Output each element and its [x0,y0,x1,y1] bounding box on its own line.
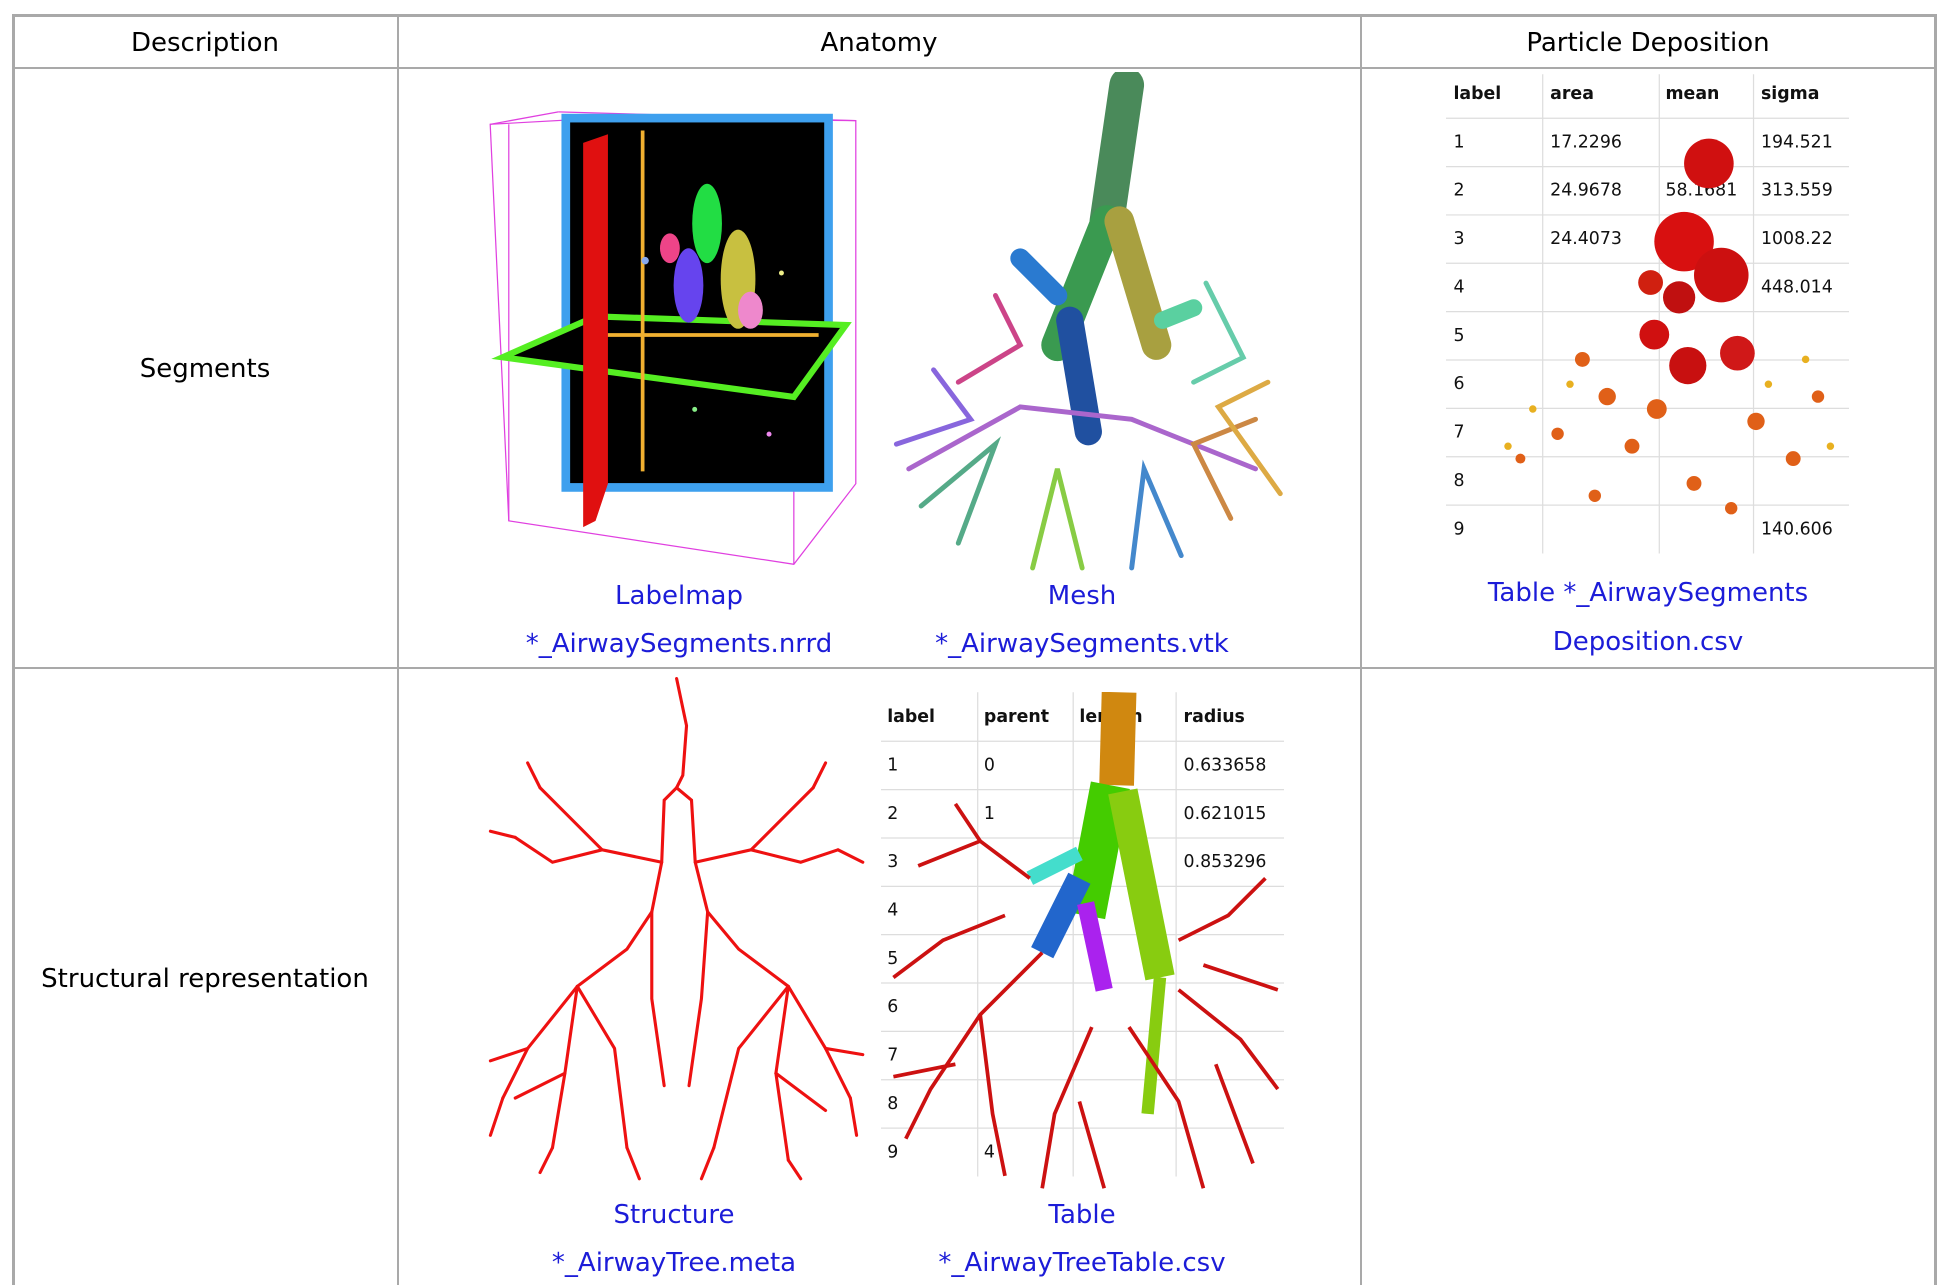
header-cell: Particle Deposition [1526,28,1769,58]
image-table-cell: 0.633658 [1184,755,1267,775]
image-table-cell: 7 [887,1046,898,1066]
column-divider [397,14,399,1285]
deposition-image: label area mean sigma 1 17.2296 194.521 2 24.967… [1446,74,1849,558]
header-cell: Anatomy [820,28,937,58]
image-table-cell: 8 [1453,471,1464,491]
image-table-header: label [887,707,935,727]
page: Description Anatomy Particle Deposition … [0,0,1946,1285]
image-table-header: area [1550,84,1594,104]
image-table-cell: 194.521 [1761,132,1833,152]
file-link[interactable]: *_AirwayTreeTable.csv [938,1248,1225,1278]
image-table-cell: 4 [984,1142,995,1162]
image-table-cell: 0.853296 [1184,852,1267,872]
image-table-cell: 8 [887,1094,898,1114]
image-table-cell: 1 [887,755,898,775]
image-caption[interactable]: Structure [614,1200,735,1230]
image-table-cell: 24.9678 [1550,181,1622,201]
description-cell: Structural representation [41,964,369,994]
image-table-cell: 1 [1453,132,1464,152]
image-table-cell: 5 [1453,326,1464,346]
image-table-cell: 3 [1453,229,1464,249]
column-divider [1360,14,1362,1285]
image-table-cell: 2 [887,804,898,824]
border-right [1934,14,1937,1285]
description-cell: Segments [140,354,271,384]
image-table-cell: 313.559 [1761,181,1833,201]
border-top [12,14,1936,17]
image-table-cell: 9 [887,1142,898,1162]
image-caption[interactable]: Labelmap [615,581,743,611]
image-table-header: sigma [1761,84,1820,104]
image-table-cell: 6 [1453,374,1464,394]
image-table-cell: 4 [887,901,898,921]
border-left [12,14,15,1285]
image-table-cell: 448.014 [1761,277,1833,297]
image-table-cell: 5 [887,949,898,969]
file-link[interactable]: *_AirwayTree.meta [552,1248,796,1278]
file-link[interactable]: *_AirwaySegments.nrrd [526,629,833,659]
image-table-cell: 140.606 [1761,519,1833,539]
header-cell: Description [131,28,279,58]
image-table-header: parent [984,707,1049,727]
structure-image [478,676,869,1185]
image-table-cell: 0 [984,755,995,775]
image-table-cell: 17.2296 [1550,132,1622,152]
file-link[interactable]: *_AirwaySegments.vtk [935,629,1229,659]
file-link[interactable]: Deposition.csv [1553,627,1744,657]
image-table-cell: 7 [1453,423,1464,443]
mesh-image [884,72,1284,571]
image-table-cell: 4 [1453,277,1464,297]
image-table-header: mean [1665,84,1719,104]
image-table-cell: 9 [1453,519,1464,539]
image-caption[interactable]: Mesh [1048,581,1116,611]
row-divider [12,67,1936,69]
image-caption[interactable]: Table *_AirwaySegments [1488,578,1808,608]
image-table-cell: 1008.22 [1761,229,1833,249]
image-caption[interactable]: Table [1048,1200,1115,1230]
labelmap-image [484,74,862,565]
image-table-header: label [1453,84,1501,104]
image-table-cell: 1 [984,804,995,824]
image-table-cell: 24.4073 [1550,229,1622,249]
image-table-cell: 3 [887,852,898,872]
image-table-header: radius [1184,707,1245,727]
image-table-cell: 2 [1453,181,1464,201]
image-table-cell: 0.621015 [1184,804,1267,824]
row-divider [12,667,1936,669]
image-table-cell: 6 [887,997,898,1017]
